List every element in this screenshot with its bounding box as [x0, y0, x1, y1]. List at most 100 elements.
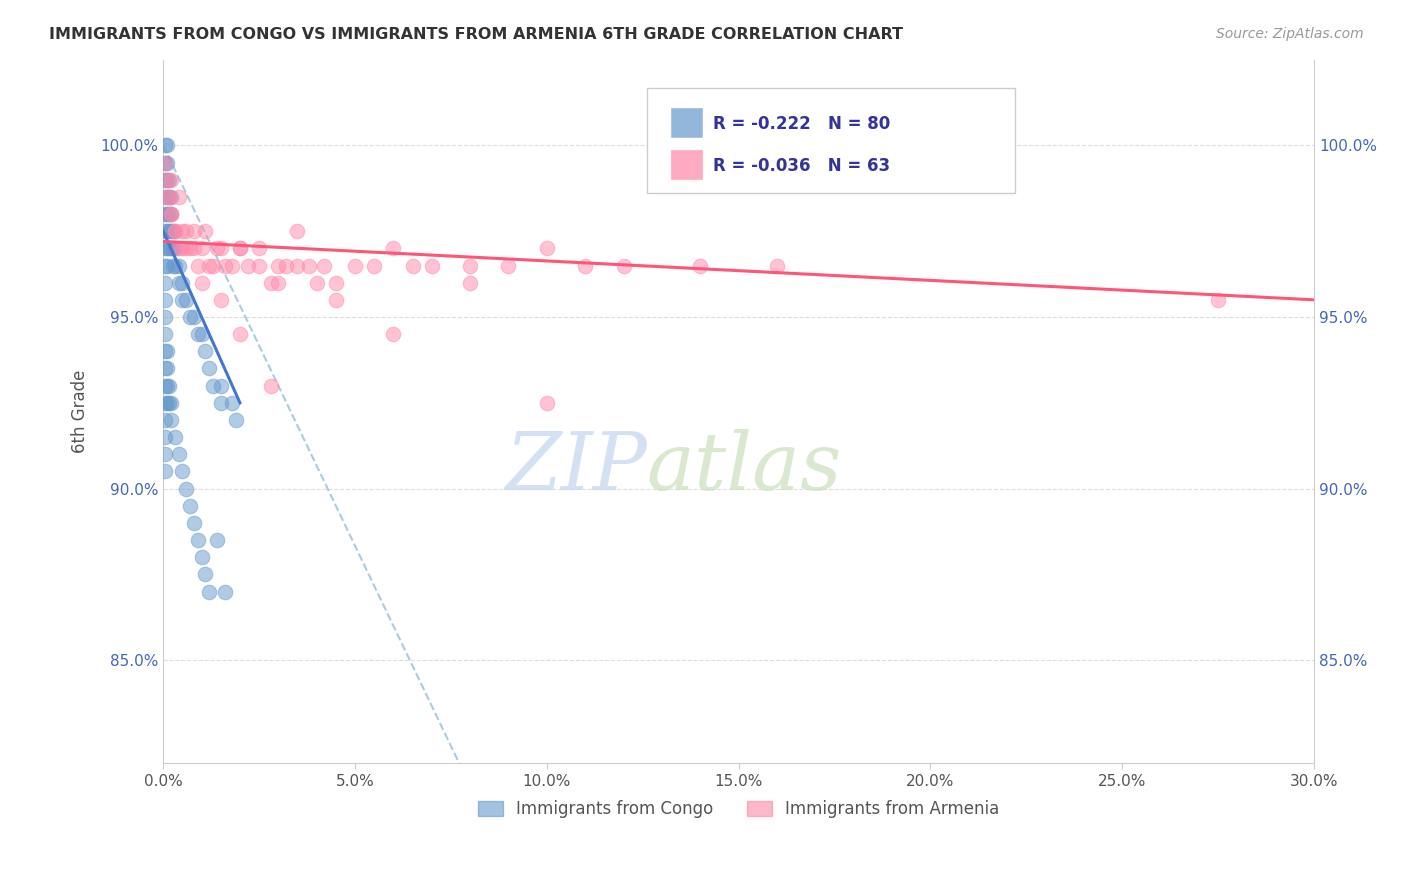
Point — [160, 207, 183, 221]
Point — [156, 190, 179, 204]
Point — [214, 584, 236, 599]
Point — [194, 224, 217, 238]
Point — [156, 224, 179, 238]
Point — [163, 430, 186, 444]
Point — [156, 155, 179, 169]
Point — [536, 241, 558, 255]
Point — [194, 344, 217, 359]
Point — [187, 327, 209, 342]
Point — [157, 172, 180, 186]
Point — [160, 396, 183, 410]
Point — [1206, 293, 1229, 307]
Point — [153, 447, 176, 461]
Point — [209, 378, 232, 392]
Text: R = -0.036   N = 63: R = -0.036 N = 63 — [713, 157, 890, 175]
Point — [267, 276, 290, 290]
Point — [179, 310, 201, 324]
Point — [382, 241, 405, 255]
Point — [157, 241, 180, 255]
Point — [156, 259, 179, 273]
Point — [267, 259, 290, 273]
Point — [221, 396, 243, 410]
Point — [172, 276, 194, 290]
Point — [172, 241, 194, 255]
Text: atlas: atlas — [647, 429, 842, 507]
Point — [458, 276, 481, 290]
Point — [160, 207, 183, 221]
Point — [156, 396, 179, 410]
Point — [190, 241, 212, 255]
Point — [172, 465, 194, 479]
Point — [167, 241, 190, 255]
Point — [766, 259, 789, 273]
Point — [236, 259, 259, 273]
Point — [160, 224, 183, 238]
Point — [156, 207, 179, 221]
Point — [156, 361, 179, 376]
Text: ZIP: ZIP — [505, 429, 647, 507]
Point — [229, 241, 252, 255]
Point — [458, 259, 481, 273]
Point — [190, 327, 212, 342]
Point — [190, 550, 212, 565]
Point — [163, 241, 186, 255]
Point — [190, 276, 212, 290]
Point — [160, 207, 183, 221]
Point — [198, 361, 221, 376]
Point — [205, 533, 228, 547]
FancyBboxPatch shape — [647, 87, 1015, 194]
Point — [153, 293, 176, 307]
Point — [612, 259, 634, 273]
Point — [174, 482, 197, 496]
Point — [325, 293, 347, 307]
Point — [287, 259, 309, 273]
Text: Source: ZipAtlas.com: Source: ZipAtlas.com — [1216, 27, 1364, 41]
Point — [247, 241, 270, 255]
Point — [325, 276, 347, 290]
Point — [153, 190, 176, 204]
Point — [156, 172, 179, 186]
Point — [183, 224, 205, 238]
Point — [160, 172, 183, 186]
Point — [689, 259, 711, 273]
Point — [174, 293, 197, 307]
Point — [157, 378, 180, 392]
Point — [167, 447, 190, 461]
Point — [174, 224, 197, 238]
Point — [574, 259, 596, 273]
Point — [163, 224, 186, 238]
Point — [153, 241, 176, 255]
Point — [247, 259, 270, 273]
Point — [536, 396, 558, 410]
Point — [162, 224, 184, 238]
Point — [156, 138, 179, 153]
Point — [156, 344, 179, 359]
Point — [172, 293, 194, 307]
Point — [153, 138, 176, 153]
Point — [157, 190, 180, 204]
Point — [153, 378, 176, 392]
Point — [163, 259, 186, 273]
Point — [221, 259, 243, 273]
Point — [167, 259, 190, 273]
Point — [225, 413, 247, 427]
Point — [198, 584, 221, 599]
Text: R = -0.222   N = 80: R = -0.222 N = 80 — [713, 115, 890, 133]
Point — [160, 241, 183, 255]
Point — [153, 259, 176, 273]
Point — [363, 259, 385, 273]
Point — [187, 259, 209, 273]
Legend: Immigrants from Congo, Immigrants from Armenia: Immigrants from Congo, Immigrants from A… — [471, 794, 1007, 825]
Point — [259, 276, 281, 290]
Point — [209, 241, 232, 255]
FancyBboxPatch shape — [671, 150, 702, 179]
Point — [344, 259, 367, 273]
Point — [179, 499, 201, 513]
Point — [287, 224, 309, 238]
Y-axis label: 6th Grade: 6th Grade — [72, 369, 89, 453]
Point — [153, 310, 176, 324]
Point — [183, 310, 205, 324]
Point — [305, 276, 328, 290]
Point — [194, 567, 217, 582]
Point — [163, 224, 186, 238]
